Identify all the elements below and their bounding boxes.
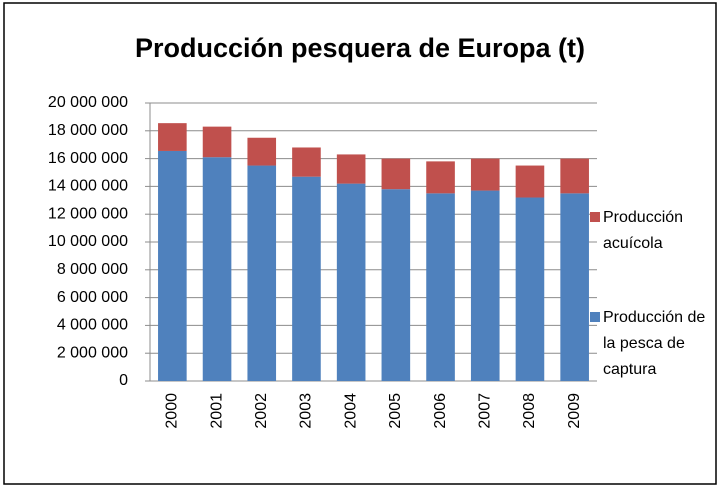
x-tick-label: 2009 — [566, 393, 583, 429]
legend-label: Producción acuícola — [603, 209, 684, 252]
x-tick-label: 2005 — [387, 393, 404, 429]
bar-segment — [158, 150, 187, 381]
bar-segment — [426, 161, 455, 194]
bar-segment — [515, 165, 545, 198]
y-tick-label: 14 000 000 — [48, 178, 128, 195]
y-tick-label: 20 000 000 — [48, 94, 128, 111]
x-tick-label: 2008 — [521, 393, 538, 429]
bar-segment — [202, 126, 232, 158]
bar-segment — [515, 197, 545, 381]
bar-segment — [381, 189, 411, 381]
bar-segment — [202, 157, 232, 381]
y-tick-label: 8 000 000 — [57, 261, 128, 278]
legend-swatch — [590, 312, 600, 322]
y-tick-label: 0 — [119, 372, 128, 389]
y-tick-label: 6 000 000 — [57, 289, 128, 306]
bar-segment — [426, 193, 455, 381]
y-tick-label: 16 000 000 — [48, 150, 128, 167]
bar-segment — [470, 190, 500, 381]
bar-segment — [381, 158, 411, 190]
bar-segment — [292, 176, 321, 381]
y-tick-label: 4 000 000 — [57, 317, 128, 334]
x-tick-label: 2002 — [253, 393, 270, 429]
bar-segment — [336, 183, 366, 381]
chart-title: Producción pesquera de Europa (t) — [135, 33, 585, 63]
bar-segment — [560, 158, 589, 194]
x-tick-label: 2001 — [208, 393, 225, 429]
x-tick-label: 2000 — [164, 393, 181, 429]
bar-segment — [292, 147, 321, 177]
bar-segment — [247, 137, 277, 166]
bar-segment — [470, 158, 500, 191]
bar-segment — [336, 154, 366, 184]
y-tick-label: 18 000 000 — [48, 122, 128, 139]
x-tick-label: 2007 — [476, 393, 493, 429]
y-tick-label: 2 000 000 — [57, 344, 128, 361]
bar-segment — [560, 193, 589, 381]
y-tick-label: 10 000 000 — [48, 233, 128, 250]
legend-swatch — [590, 212, 600, 222]
x-tick-label: 2006 — [432, 393, 449, 429]
x-tick-label: 2004 — [342, 393, 359, 429]
legend-label: Producción de la pesca de captura — [603, 309, 706, 378]
bar-segment — [247, 165, 277, 381]
y-tick-label: 12 000 000 — [48, 205, 128, 222]
bar-segment — [158, 123, 187, 151]
x-tick-label: 2003 — [298, 393, 315, 429]
